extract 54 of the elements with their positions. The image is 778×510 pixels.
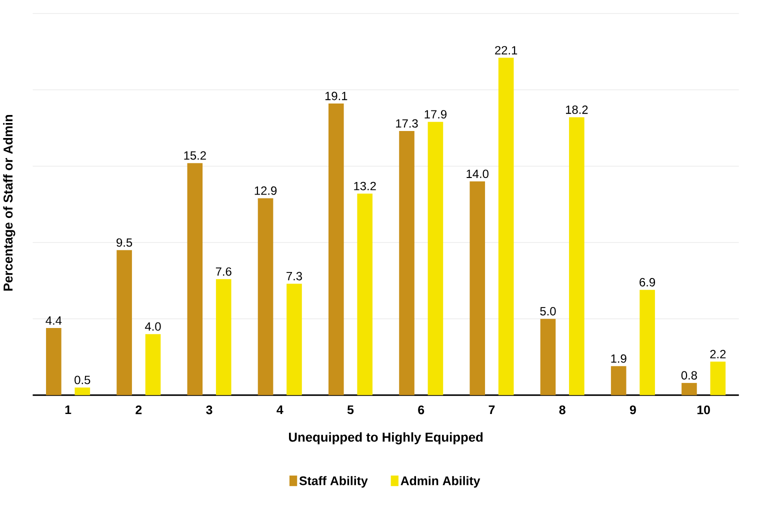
- x-tick-label: 9: [630, 405, 636, 414]
- data-label: 4.4: [46, 316, 62, 325]
- bar: [258, 198, 274, 396]
- data-label: 18.2: [566, 106, 588, 114]
- x-tick-label: 8: [559, 405, 566, 414]
- data-label: 14.0: [466, 170, 488, 178]
- bar: [46, 328, 62, 396]
- x-axis-title: Unequipped to Highly Equipped: [288, 432, 483, 444]
- bar: [357, 194, 372, 396]
- bar: [187, 163, 203, 396]
- bar: [74, 388, 90, 396]
- data-label: 0.5: [74, 376, 90, 384]
- bar: [145, 334, 161, 396]
- legend-label: Admin Ability: [400, 476, 480, 488]
- bar: [286, 284, 302, 396]
- bar: [328, 104, 344, 396]
- data-label: 12.9: [254, 186, 277, 195]
- data-label: 4.0: [144, 322, 161, 331]
- data-label: 13.2: [354, 182, 376, 190]
- x-tick-label: 6: [418, 405, 424, 414]
- bar: [470, 181, 486, 396]
- x-tick-label: 4: [276, 405, 284, 414]
- y-axis-title: Percentage of Staff or Admin: [3, 114, 16, 291]
- data-label: 7.3: [286, 272, 302, 280]
- data-label: 2.2: [710, 350, 726, 358]
- x-tick-label: 2: [136, 405, 142, 414]
- legend-label: Staff Ability: [299, 476, 368, 488]
- x-tick-label: 5: [347, 405, 354, 414]
- bar: [640, 290, 655, 396]
- bar: [569, 117, 584, 396]
- bar: [540, 318, 556, 396]
- bar: [116, 250, 132, 396]
- data-label: 0.8: [681, 371, 697, 380]
- data-label: 15.2: [184, 151, 206, 160]
- bar: [399, 131, 414, 396]
- data-label: 5.0: [540, 307, 556, 316]
- data-label: 6.9: [640, 278, 656, 286]
- bar: [610, 366, 626, 396]
- data-label: 17.9: [424, 110, 446, 119]
- bar: [216, 279, 232, 396]
- bar: [682, 382, 697, 396]
- data-label: 1.9: [611, 354, 626, 363]
- bar: [498, 58, 514, 396]
- x-tick-label: 10: [697, 405, 710, 414]
- x-tick-label: 7: [488, 405, 495, 414]
- bar: [428, 122, 444, 396]
- data-label: 9.5: [116, 238, 132, 247]
- data-label: 22.1: [495, 46, 518, 54]
- data-label: 7.6: [216, 267, 232, 276]
- x-tick-label: 1: [65, 405, 72, 414]
- data-label: 17.3: [396, 119, 418, 128]
- x-tick-label: 3: [206, 405, 212, 414]
- data-label: 19.1: [325, 92, 348, 100]
- bar: [710, 362, 726, 396]
